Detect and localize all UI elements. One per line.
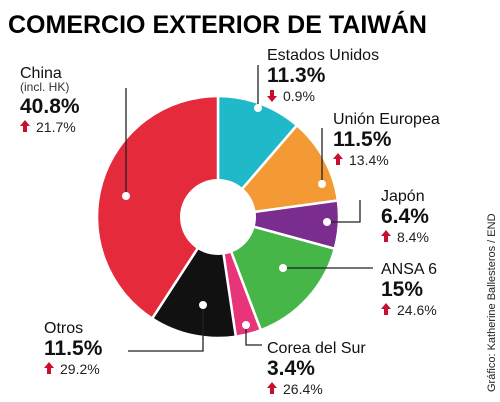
label-change-china: 21.7% [36, 119, 76, 135]
slice-ansa-6 [215, 215, 337, 332]
label-name-japon: Japón [381, 188, 425, 205]
label-name-corea-del-sur: Corea del Sur [267, 340, 366, 357]
leader-dot-otros [199, 301, 207, 309]
leader-otros [128, 305, 204, 352]
leader-dot-estados-unidos [254, 104, 262, 112]
leader-lines [122, 65, 373, 352]
label-change-union-europea: 13.4% [349, 152, 389, 168]
label-change-corea-del-sur: 26.4% [283, 381, 323, 397]
label-name-union-europea: Unión Europea [333, 111, 440, 128]
arrow-up-icon-ansa-6 [381, 303, 391, 315]
arrow-up-icon-otros [44, 362, 54, 374]
label-value-corea-del-sur: 3.4% [267, 357, 315, 380]
label-sublabel-china: (incl. HK) [20, 80, 69, 94]
chart-title: COMERCIO EXTERIOR DE TAIWÁN [8, 10, 427, 39]
leader-dot-ansa-6 [279, 264, 287, 272]
chart-credit: Gráfico: Katherine Ballesteros / END [486, 213, 498, 392]
label-value-estados-unidos: 11.3% [267, 64, 326, 87]
arrow-down-icon-estados-unidos [267, 90, 277, 102]
arrow-up-icon-union-europea [333, 153, 343, 165]
label-value-ansa-6: 15% [381, 278, 423, 301]
leader-dot-japon [323, 218, 331, 226]
arrow-up-icon-japon [381, 230, 391, 242]
label-change-ansa-6: 24.6% [397, 302, 437, 318]
label-change-estados-unidos: 0.9% [283, 88, 315, 104]
label-name-otros: Otros [44, 320, 83, 337]
label-value-japon: 6.4% [381, 205, 429, 228]
leader-dot-china [122, 192, 130, 200]
arrow-up-icon-corea-del-sur [267, 382, 277, 394]
donut-hole [180, 179, 256, 255]
arrow-up-icon-china [20, 120, 30, 132]
label-value-otros: 11.5% [44, 337, 103, 360]
slice-china [95, 94, 220, 321]
label-value-union-europea: 11.5% [333, 128, 392, 151]
leader-japon [327, 200, 361, 223]
label-change-japon: 8.4% [397, 229, 429, 245]
label-name-estados-unidos: Estados Unidos [267, 47, 379, 64]
label-value-china: 40.8% [20, 95, 80, 118]
label-name-ansa-6: ANSA 6 [381, 261, 437, 278]
leader-dot-union-europea [318, 180, 326, 188]
label-name-china: China [20, 65, 62, 82]
leader-corea-del-sur [245, 325, 262, 346]
leader-dot-corea-del-sur [242, 321, 250, 329]
label-change-otros: 29.2% [60, 361, 100, 377]
